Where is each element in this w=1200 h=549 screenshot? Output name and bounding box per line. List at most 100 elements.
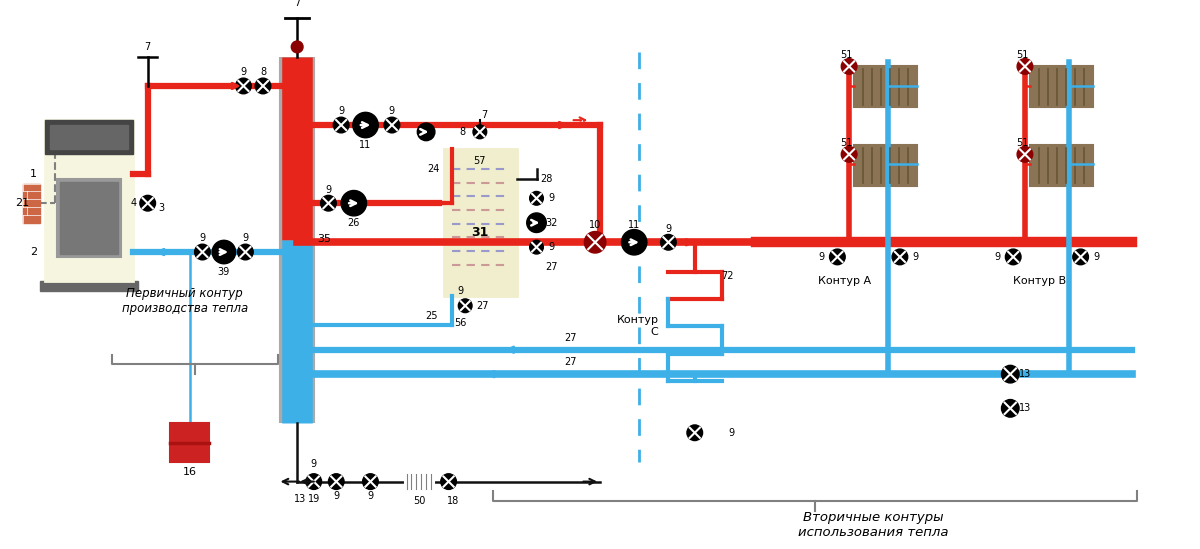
Text: 51: 51 <box>840 50 852 60</box>
Text: 9: 9 <box>311 459 317 469</box>
Text: 9: 9 <box>912 252 918 262</box>
Circle shape <box>320 195 336 211</box>
Circle shape <box>194 244 210 260</box>
Text: 9: 9 <box>334 491 340 501</box>
Text: 16: 16 <box>182 467 197 477</box>
Bar <box>854 66 918 108</box>
Circle shape <box>140 195 156 211</box>
Text: 4: 4 <box>131 198 137 208</box>
Text: 9: 9 <box>818 252 824 262</box>
Text: 1: 1 <box>30 169 37 179</box>
Text: 9: 9 <box>338 107 344 116</box>
Circle shape <box>212 240 235 264</box>
Circle shape <box>353 113 378 138</box>
Circle shape <box>235 78 251 94</box>
Circle shape <box>1002 400 1019 417</box>
Text: 32: 32 <box>545 218 557 228</box>
Text: 27: 27 <box>476 301 490 311</box>
Text: Первичный контур
производства тепла: Первичный контур производства тепла <box>121 287 248 315</box>
Text: 13: 13 <box>294 494 306 504</box>
Text: 9: 9 <box>199 233 205 243</box>
Circle shape <box>1002 365 1019 383</box>
Circle shape <box>306 474 322 489</box>
Bar <box>404 472 434 491</box>
Bar <box>46 120 133 281</box>
Text: 50: 50 <box>413 496 426 506</box>
Text: 13: 13 <box>1019 404 1031 413</box>
Circle shape <box>1018 147 1033 162</box>
Circle shape <box>529 240 544 254</box>
Circle shape <box>1006 249 1021 265</box>
Text: 27: 27 <box>564 333 577 343</box>
Text: 7: 7 <box>144 42 151 52</box>
Bar <box>41 281 138 291</box>
Circle shape <box>418 123 434 141</box>
Text: 11: 11 <box>360 139 372 149</box>
Bar <box>50 125 128 149</box>
Text: 8: 8 <box>460 127 466 137</box>
Circle shape <box>660 234 676 250</box>
Text: 9: 9 <box>665 223 672 233</box>
Text: 9: 9 <box>389 107 395 116</box>
Circle shape <box>529 192 544 205</box>
Text: 51: 51 <box>1016 138 1028 148</box>
Circle shape <box>1018 59 1033 74</box>
Text: 9: 9 <box>728 428 734 438</box>
Text: 27: 27 <box>564 357 577 367</box>
Text: 9: 9 <box>457 286 463 296</box>
Text: 9: 9 <box>367 491 373 501</box>
Bar <box>23 184 41 223</box>
Text: 51: 51 <box>840 138 852 148</box>
Circle shape <box>238 244 253 260</box>
Circle shape <box>473 125 487 139</box>
Text: 7: 7 <box>294 0 300 8</box>
Text: 9: 9 <box>548 193 554 203</box>
Circle shape <box>527 213 546 232</box>
Text: 72: 72 <box>721 271 733 282</box>
Text: 57: 57 <box>474 156 486 166</box>
Circle shape <box>892 249 907 265</box>
Circle shape <box>458 299 472 312</box>
Circle shape <box>334 117 349 133</box>
Text: 9: 9 <box>548 242 554 252</box>
Text: 2: 2 <box>30 247 37 257</box>
Text: 9: 9 <box>242 233 248 243</box>
Text: 24: 24 <box>427 164 440 174</box>
Text: 25: 25 <box>426 311 438 321</box>
Circle shape <box>292 41 304 53</box>
Bar <box>1030 144 1093 186</box>
Circle shape <box>584 232 606 253</box>
Text: 35: 35 <box>317 234 331 244</box>
Circle shape <box>341 191 366 216</box>
Text: 11: 11 <box>628 220 641 229</box>
Text: 9: 9 <box>325 184 331 194</box>
Text: 9: 9 <box>240 68 246 77</box>
Text: 9: 9 <box>995 252 1001 262</box>
Text: 26: 26 <box>348 218 360 228</box>
Text: 8: 8 <box>260 68 266 77</box>
Circle shape <box>841 59 857 74</box>
Circle shape <box>440 474 456 489</box>
Circle shape <box>384 117 400 133</box>
Circle shape <box>829 249 845 265</box>
Bar <box>444 149 517 296</box>
Bar <box>1030 66 1093 108</box>
Text: 56: 56 <box>454 318 467 328</box>
Text: Контур В: Контур В <box>1013 276 1066 287</box>
Bar <box>46 120 133 154</box>
Text: 28: 28 <box>540 174 552 184</box>
Bar <box>854 144 918 186</box>
Text: Контур А: Контур А <box>817 276 871 287</box>
Text: 31: 31 <box>472 226 488 239</box>
Bar <box>56 179 121 257</box>
Text: 39: 39 <box>217 267 230 277</box>
Circle shape <box>256 78 271 94</box>
Text: 19: 19 <box>307 494 320 504</box>
Text: Вторичные контуры
использования тепла: Вторичные контуры использования тепла <box>798 511 949 539</box>
Text: 21: 21 <box>14 198 29 208</box>
Text: 10: 10 <box>589 220 601 229</box>
Text: 13: 13 <box>1019 369 1031 379</box>
Circle shape <box>622 229 647 255</box>
Text: 27: 27 <box>545 262 558 272</box>
Circle shape <box>362 474 378 489</box>
